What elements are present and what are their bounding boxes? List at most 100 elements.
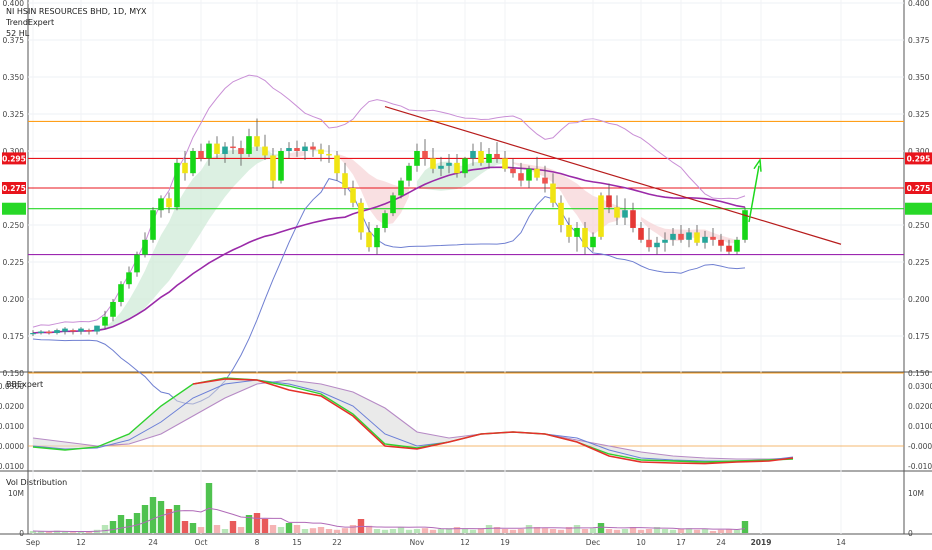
x-tick-label: Nov — [410, 538, 425, 547]
price-tick-right: 0.400 — [908, 0, 930, 8]
volume-bar — [509, 529, 517, 533]
volume-bar — [717, 529, 725, 533]
candle-body — [78, 328, 84, 332]
volume-bar — [69, 532, 77, 533]
candle-body — [286, 148, 292, 151]
candle-body — [446, 162, 452, 166]
volume-bar — [133, 513, 141, 533]
trend-cloud-segment — [513, 162, 625, 235]
bb-tick-right: 0.0100 — [908, 422, 932, 431]
volume-bar — [557, 529, 565, 533]
volume-bar — [253, 513, 261, 533]
price-tick-right: 0.300 — [908, 147, 930, 156]
volume-bar — [549, 529, 557, 533]
volume-bar — [101, 525, 109, 533]
volume-bar — [125, 519, 133, 533]
volume-bar — [229, 521, 237, 533]
candle-body — [238, 148, 244, 154]
volume-bar — [237, 527, 245, 533]
price-tick-right: 0.200 — [908, 295, 930, 304]
volume-bar — [573, 525, 581, 533]
chart-title: NI HSIN RESOURCES BHD, 1D, MYX — [6, 7, 147, 16]
volume-bar — [29, 531, 37, 533]
candles — [30, 118, 748, 336]
volume-bar — [365, 525, 373, 533]
volume-bar — [621, 529, 629, 533]
candle-body — [662, 239, 668, 243]
candle-body — [422, 151, 428, 159]
candle-body — [510, 168, 516, 174]
candle-body — [158, 198, 164, 211]
candle-body — [454, 162, 460, 174]
bb-tick-left: 0.0300 — [0, 382, 24, 391]
volume-bar — [629, 527, 637, 533]
bb-line-green — [32, 377, 794, 463]
moving-average — [32, 166, 746, 334]
volume-bar — [533, 527, 541, 533]
candle-body — [494, 153, 500, 159]
candle-body — [526, 168, 532, 181]
volume-bar — [501, 529, 509, 533]
price-tick-left: 0.375 — [3, 36, 25, 45]
price-tick-left: 0.250 — [3, 221, 25, 230]
x-tick-label: 24 — [148, 538, 158, 547]
candle-body — [46, 331, 52, 334]
candle-body — [742, 210, 748, 240]
candle-body — [350, 188, 356, 203]
candle-body — [614, 207, 620, 218]
candle-body — [382, 213, 388, 228]
volume-bar — [165, 509, 173, 533]
projection-arrow — [748, 165, 760, 223]
x-tick-label: 24 — [716, 538, 726, 547]
candle-body — [534, 168, 540, 178]
volume-bar — [317, 527, 325, 533]
volume-pane-title: Vol Distribution — [6, 478, 67, 487]
candle-body — [334, 155, 340, 174]
candle-body — [318, 149, 324, 154]
candle-body — [190, 151, 196, 174]
x-tick-label: 22 — [332, 538, 342, 547]
level-tag-text: 0.275 — [2, 184, 26, 193]
volume-bar — [581, 529, 589, 533]
candle-body — [62, 328, 68, 332]
candle-body — [598, 195, 604, 237]
candle-body — [270, 155, 276, 181]
candle-body — [686, 232, 692, 240]
candle-body — [150, 210, 156, 240]
volume-bar — [277, 527, 285, 533]
candle-body — [414, 151, 420, 166]
volume-average — [32, 507, 746, 533]
bb-tick-left: 0.0200 — [0, 402, 24, 411]
volume-bar — [37, 531, 45, 533]
volume-bar — [413, 529, 421, 533]
volume-bar — [461, 529, 469, 533]
price-tick-right: 0.225 — [908, 258, 930, 267]
price-tick-right: 0.350 — [908, 73, 930, 82]
candle-body — [518, 173, 524, 181]
volume-bar — [637, 529, 645, 533]
trendline[interactable] — [384, 106, 842, 245]
volume-bar — [173, 505, 181, 533]
candle-body — [214, 143, 220, 154]
candle-body — [222, 146, 228, 154]
vol-tick-right: 0 — [908, 529, 913, 538]
x-tick-label: 10 — [636, 538, 646, 547]
volume-bar — [709, 531, 717, 533]
volume-bar — [597, 523, 605, 533]
arrow-head — [753, 157, 762, 172]
volume-bar — [61, 531, 69, 533]
price-tick-left: 0.175 — [3, 332, 25, 341]
resistance-trendline — [384, 106, 842, 245]
candle-body — [38, 331, 44, 334]
volume-bar — [453, 527, 461, 533]
vol-tick-left: 10M — [8, 489, 24, 498]
price-tick-right: 0.250 — [908, 221, 930, 230]
x-tick-label: 19 — [500, 538, 510, 547]
volume-bar — [677, 529, 685, 533]
bb-tick-left: -0.0000 — [0, 442, 24, 451]
candle-body — [254, 136, 260, 147]
candle-body — [110, 301, 116, 317]
candle-body — [470, 151, 476, 159]
price-tick-right: 0.325 — [908, 110, 930, 119]
